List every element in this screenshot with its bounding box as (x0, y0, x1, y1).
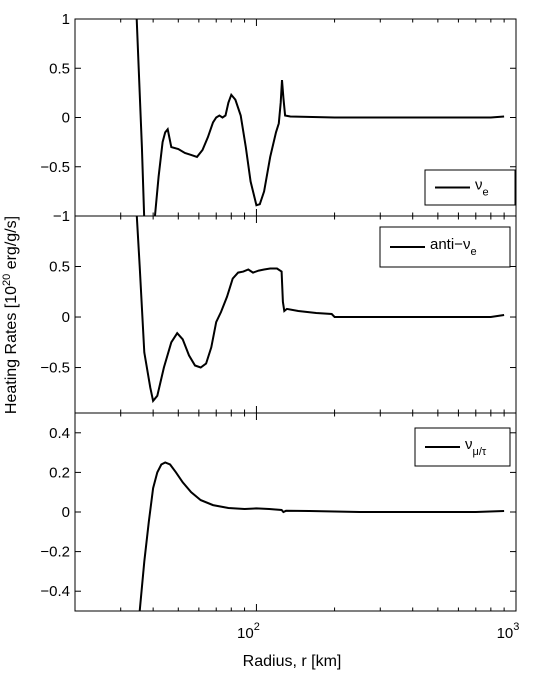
legend-label-base: ν (465, 436, 473, 453)
legend-label: νμ/τ (465, 436, 487, 458)
legend-label: νe (475, 177, 489, 199)
y-axis-label-main: Heating Rates [10 (3, 286, 20, 414)
panel-nu_mu_tau: 0.4 0.2 0 −0.2 −0.4 νμ/τ (40, 412, 517, 612)
legend-nu_e: νe (424, 169, 516, 206)
y-tick-label: −0.2 (40, 544, 70, 561)
panel-nu_e: 1 0.5 0 −0.5 −1 νe (40, 11, 517, 225)
legend-label: anti−νe (430, 236, 477, 258)
y-tick-label: −1 (53, 208, 70, 225)
y-tick-label: −0.4 (40, 583, 70, 600)
y-axis-label-units: erg/g/s] (3, 216, 20, 274)
legend-label-base: ν (475, 177, 483, 194)
legend-label-subscript: e (470, 246, 476, 258)
series-line-anti_nu_e (135, 216, 505, 404)
x-tick-label: 102 (237, 621, 260, 642)
x-tick-label-base: 10 (497, 625, 514, 642)
y-tick-label: 0.4 (49, 425, 70, 442)
legend-anti_nu_e: anti−νe (379, 226, 511, 268)
y-axis-label: Heating Rates [1020 erg/g/s] (1, 216, 20, 414)
y-tick-label: 0.5 (49, 259, 70, 276)
series-line-nu_e (135, 19, 505, 216)
y-tick-label: −0.5 (40, 159, 70, 176)
y-tick-label: 0 (62, 504, 70, 521)
y-tick-label: 0 (62, 110, 70, 127)
y-tick-label: 0.5 (49, 60, 70, 77)
x-tick-label: 103 (497, 621, 520, 642)
legend-label-subscript: μ/τ (473, 446, 487, 458)
panel-anti_nu_e: 0.5 0 −0.5 anti−νe (40, 215, 517, 414)
x-tick-label-exponent: 2 (254, 621, 260, 633)
series-line-nu_mu_tau (138, 461, 505, 611)
legend-nu_mu_tau: νμ/τ (414, 427, 511, 467)
y-tick-label: 0 (62, 309, 70, 326)
x-tick-label-exponent: 3 (513, 621, 519, 633)
x-tick-label-base: 10 (237, 625, 254, 642)
legend-label-subscript: e (483, 187, 489, 199)
y-tick-label: 0.2 (49, 464, 70, 481)
y-tick-label: −0.5 (40, 360, 70, 377)
legend-label-base: anti−ν (430, 236, 470, 253)
y-axis-label-exponent: 20 (1, 274, 13, 286)
y-tick-label: 1 (62, 11, 70, 28)
x-axis-label: Radius, r [km] (243, 653, 342, 670)
